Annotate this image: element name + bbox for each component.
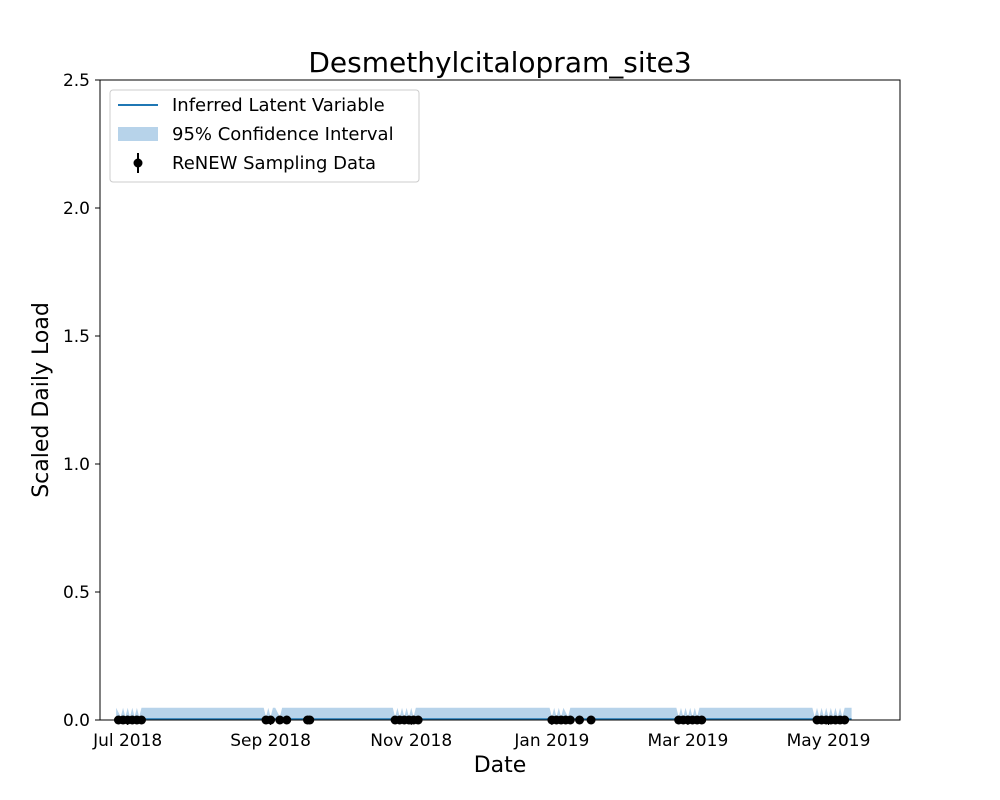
y-tick-label: 1.5: [63, 327, 90, 347]
legend-point-swatch: [133, 158, 143, 168]
x-tick-label: Nov 2018: [370, 731, 452, 751]
legend: Inferred Latent Variable 95% Confidence …: [109, 89, 420, 183]
y-tick-label: 2.0: [63, 199, 90, 219]
plot-area: [100, 80, 900, 720]
legend-label-latent: Inferred Latent Variable: [172, 95, 385, 116]
x-tick-label: May 2019: [787, 731, 871, 751]
y-tick-label: 0.5: [63, 583, 90, 603]
y-tick-label: 0.0: [63, 711, 90, 731]
x-axis-label: Date: [474, 753, 527, 778]
y-tick-label: 1.0: [63, 455, 90, 475]
legend-label-data: ReNEW Sampling Data: [172, 153, 376, 174]
legend-label-ci: 95% Confidence Interval: [172, 124, 394, 145]
legend-box: [109, 89, 420, 183]
plot-frame: [99, 79, 901, 721]
x-tick-label: Jan 2019: [513, 731, 589, 751]
y-tick-label: 2.5: [63, 71, 90, 91]
confidence-band: [116, 707, 852, 720]
legend-band-swatch: [118, 127, 158, 141]
y-axis-ticks: 0.0 0.5 1.0 1.5 2.0 2.5: [63, 71, 100, 731]
x-tick-label: Sep 2018: [230, 731, 311, 751]
x-tick-label: Jul 2018: [92, 731, 162, 751]
x-tick-label: Mar 2019: [648, 731, 729, 751]
chart-title: Desmethylcitalopram_site3: [308, 46, 691, 79]
y-axis-label: Scaled Daily Load: [29, 302, 54, 498]
x-axis-ticks: Jul 2018 Sep 2018 Nov 2018 Jan 2019 Mar 2019…: [92, 720, 870, 751]
